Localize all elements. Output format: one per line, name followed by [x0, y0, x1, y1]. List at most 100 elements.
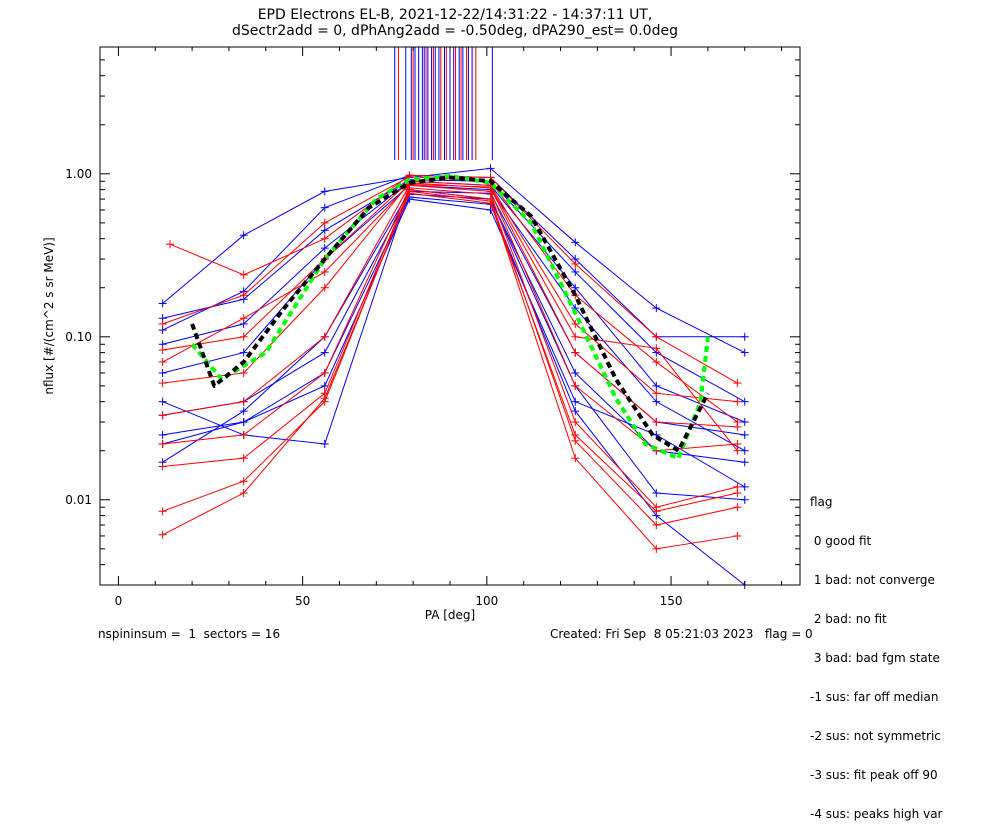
data-point: [239, 348, 248, 357]
series-line: [162, 198, 745, 488]
data-point: [158, 507, 167, 516]
data-point: [733, 439, 742, 448]
footer-spin-info: nspininsum = 1 sectors = 16: [98, 627, 281, 641]
data-point: [571, 332, 580, 341]
data-point: [405, 189, 414, 198]
data-point: [571, 259, 580, 268]
data-point: [733, 503, 742, 512]
data-point: [166, 240, 174, 249]
data-point: [158, 319, 167, 328]
data-point: [571, 430, 580, 439]
data-point: [239, 418, 248, 427]
x-tick-label: 0: [115, 594, 123, 608]
data-point: [652, 344, 661, 353]
series-line: [162, 176, 738, 423]
data-point: [239, 291, 248, 300]
x-tick-label: 50: [295, 594, 310, 608]
y-axis-label: nflux [#/(cm^2 s sr MeV)]: [42, 237, 56, 394]
data-point: [158, 439, 167, 448]
data-point: [733, 489, 742, 498]
data-point: [652, 489, 661, 498]
data-point: [158, 430, 167, 439]
data-point: [740, 332, 749, 341]
data-point: [652, 418, 661, 427]
data-point: [571, 238, 580, 247]
data-point: [740, 482, 749, 491]
series-line: [162, 167, 745, 354]
data-point: [652, 332, 661, 341]
data-point: [320, 348, 329, 357]
data-point: [158, 345, 167, 354]
fit-curve: [190, 175, 710, 453]
data-point: [239, 231, 248, 240]
data-point: [158, 358, 167, 367]
data-point: [571, 368, 580, 377]
y-tick-label: 0.10: [65, 330, 92, 344]
chart-subtitle: dSectr2add = 0, dPhAng2add = -0.50deg, d…: [232, 23, 678, 39]
y-tick-label: 0.01: [65, 493, 92, 507]
legend-entry: 1 bad: not converge: [810, 573, 935, 587]
data-point: [158, 368, 167, 377]
data-point: [652, 544, 661, 553]
data-point: [571, 381, 580, 390]
data-point: [320, 332, 329, 341]
axis-layer: 0 50 100 150 0.01 0.10 1.00: [65, 46, 800, 608]
series-line: [162, 174, 745, 338]
data-point: [320, 267, 329, 276]
series-line: [162, 179, 745, 403]
data-point: [733, 397, 742, 406]
data-point: [486, 164, 495, 173]
data-point: [320, 283, 329, 292]
data-point: [571, 454, 580, 463]
series-line: [162, 196, 746, 586]
data-point: [740, 418, 749, 427]
data-point: [733, 422, 742, 431]
data-point: [652, 304, 661, 313]
x-tick-label: 150: [660, 594, 683, 608]
data-point: [571, 397, 580, 406]
data-point: [740, 458, 749, 467]
data-point: [239, 332, 248, 341]
data-point: [652, 521, 661, 530]
x-tick-label: 100: [475, 594, 498, 608]
legend-entry: 2 bad: no fit: [810, 612, 887, 626]
data-point: [239, 477, 248, 486]
data-point: [740, 495, 749, 504]
chart-title: EPD Electrons EL-B, 2021-12-22/14:31:22 …: [257, 7, 653, 23]
data-point: [320, 187, 329, 196]
series-line: [162, 183, 738, 452]
legend-entry: -1 sus: far off median: [810, 690, 939, 704]
fit-layer: [190, 173, 710, 461]
data-point: [571, 319, 580, 328]
plot-area: 0 50 100 150 0.01 0.10 1.00 PA [deg] nflux [#/…: [42, 46, 801, 622]
data-point: [320, 244, 329, 253]
series-line: [162, 184, 745, 452]
legend-entry: -3 sus: fit peak off 90: [810, 768, 938, 782]
series-line: [162, 184, 738, 452]
series-line: [162, 190, 738, 550]
series-line: [162, 180, 738, 403]
data-point: [239, 368, 248, 377]
fit-curve: [190, 173, 710, 461]
footer-created-info: Created: Fri Sep 8 05:21:03 2023 flag = …: [550, 627, 813, 641]
data-point: [239, 397, 248, 406]
legend-title: flag: [810, 495, 833, 509]
legend-entry: 3 bad: bad fgm state: [810, 651, 940, 665]
data-point: [733, 446, 742, 455]
flag-legend: flag 0 good fit 1 bad: not converge 2 ba…: [810, 470, 942, 834]
data-point: [740, 397, 749, 406]
data-point: [320, 368, 329, 377]
data-point: [239, 270, 248, 279]
data-point: [320, 218, 329, 227]
data-point: [652, 381, 661, 390]
series-line: [162, 192, 738, 536]
data-point: [320, 203, 329, 212]
data-point: [239, 430, 248, 439]
data-point: [239, 489, 248, 498]
data-point: [320, 226, 329, 235]
data-point: [239, 407, 248, 416]
data-point: [740, 430, 749, 439]
legend-entry: 0 good fit: [810, 534, 872, 548]
data-point: [733, 379, 742, 388]
data-point: [158, 462, 167, 471]
